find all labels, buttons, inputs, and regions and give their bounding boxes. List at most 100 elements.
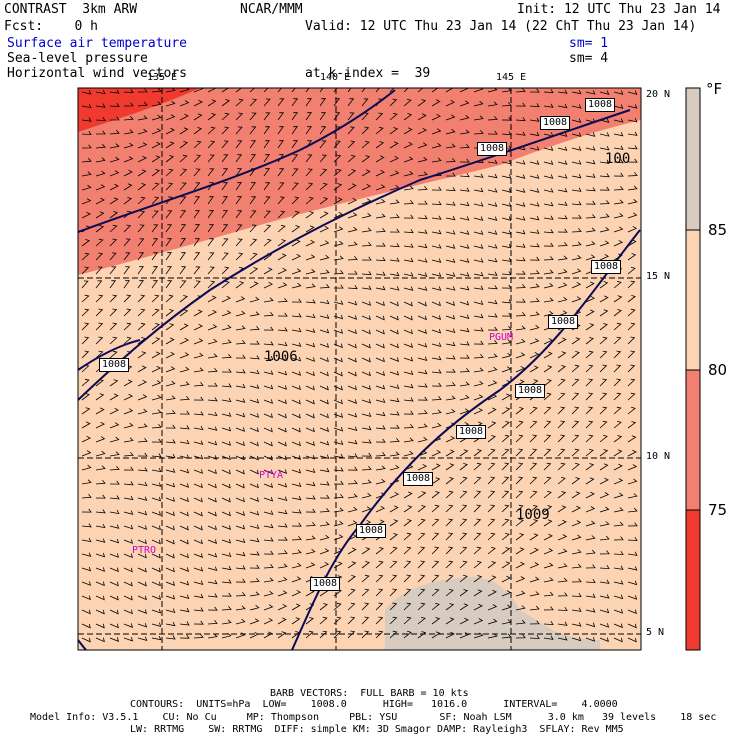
wind-barb [221, 412, 232, 417]
wind-barb [179, 280, 187, 289]
wind-barb [235, 618, 246, 625]
wind-barb [403, 301, 413, 307]
wind-barb [487, 532, 496, 541]
wind-barb [543, 420, 552, 429]
wind-barb [277, 356, 288, 361]
wind-barb [445, 128, 456, 135]
wind-barb [263, 112, 271, 121]
wind-barb [319, 112, 326, 121]
wind-barb [487, 575, 497, 583]
wind-barb [613, 212, 624, 219]
wind-barb [221, 455, 231, 461]
wind-barb [81, 103, 92, 109]
wind-barb [333, 255, 344, 261]
wind-barb [431, 369, 442, 374]
wind-barb [277, 140, 284, 149]
wind-barb [599, 159, 610, 164]
wind-barb [81, 184, 92, 191]
wind-barb [487, 326, 498, 331]
wind-barb [221, 99, 231, 107]
wind-barb [277, 550, 288, 555]
wind-barb [235, 412, 246, 418]
wind-barb [221, 511, 231, 517]
wind-barb [109, 143, 120, 149]
wind-barb [445, 201, 456, 206]
wind-barb [613, 322, 622, 331]
wind-barb [165, 323, 175, 331]
wind-barb [389, 214, 400, 219]
wind-barb [529, 131, 540, 137]
wind-barb [151, 424, 162, 429]
wind-barb [515, 160, 526, 165]
wind-barb [627, 336, 636, 345]
wind-barb [375, 411, 386, 417]
wind-barb [431, 532, 440, 541]
wind-barb [417, 546, 426, 555]
wind-barb [249, 311, 260, 317]
wind-barb [137, 408, 148, 415]
wind-barb [473, 603, 483, 611]
wind-barb [179, 439, 190, 445]
wind-barb [529, 519, 539, 527]
wind-barb [417, 410, 428, 415]
wind-barb [305, 617, 314, 625]
wind-barb [151, 224, 159, 233]
wind-barb [627, 266, 636, 275]
wind-barb [375, 452, 386, 457]
wind-barb [599, 521, 610, 527]
wind-barb [417, 396, 428, 401]
wind-barb [529, 270, 540, 275]
wind-barb [319, 343, 329, 348]
wind-barb [291, 576, 302, 583]
wind-barb [347, 630, 356, 639]
field-pressure: Sea-level pressure [7, 51, 148, 66]
wind-barb [347, 371, 357, 377]
wind-barb [333, 385, 343, 391]
wind-barb [151, 101, 162, 107]
wind-barb [207, 620, 218, 625]
wind-barb [543, 242, 554, 247]
wind-barb [473, 244, 484, 249]
wind-barb [109, 509, 120, 515]
wind-barb [249, 578, 260, 583]
wind-barb [459, 504, 468, 513]
wind-barb [375, 112, 384, 121]
wind-barb [487, 604, 498, 611]
wind-barb [291, 562, 302, 569]
wind-barb [389, 588, 398, 597]
wind-barb [95, 143, 106, 149]
wind-barb [137, 394, 148, 401]
wind-barb [165, 182, 174, 191]
wind-barb [305, 283, 316, 289]
wind-barb [375, 329, 385, 335]
wind-barb [207, 397, 218, 402]
wind-barb [305, 154, 313, 163]
wind-barb [305, 342, 316, 348]
wind-barb [529, 547, 539, 555]
wind-barb [193, 99, 203, 107]
wind-barb [515, 270, 526, 275]
wind-barb [361, 398, 372, 404]
wind-barb [235, 112, 244, 121]
wind-barb [557, 548, 568, 555]
wind-barb [585, 227, 596, 233]
wind-barb [389, 438, 400, 443]
wind-barb [319, 140, 327, 149]
wind-barb [179, 196, 187, 205]
wind-barb [333, 440, 344, 445]
wind-barb [543, 476, 552, 485]
wind-barb [277, 563, 288, 569]
wind-barb [137, 567, 147, 573]
wind-barb [221, 497, 231, 503]
wind-barb [165, 238, 172, 247]
wind-barb [473, 462, 482, 471]
wind-barb [109, 538, 120, 544]
wind-barb [151, 482, 162, 487]
field-wind-level: at k-index = 39 [305, 66, 431, 81]
wind-barb [571, 477, 581, 485]
wind-barb [543, 434, 552, 443]
wind-barb [473, 130, 484, 135]
wind-barb [473, 632, 484, 639]
wind-barb [123, 609, 133, 615]
wind-barb [179, 224, 186, 233]
